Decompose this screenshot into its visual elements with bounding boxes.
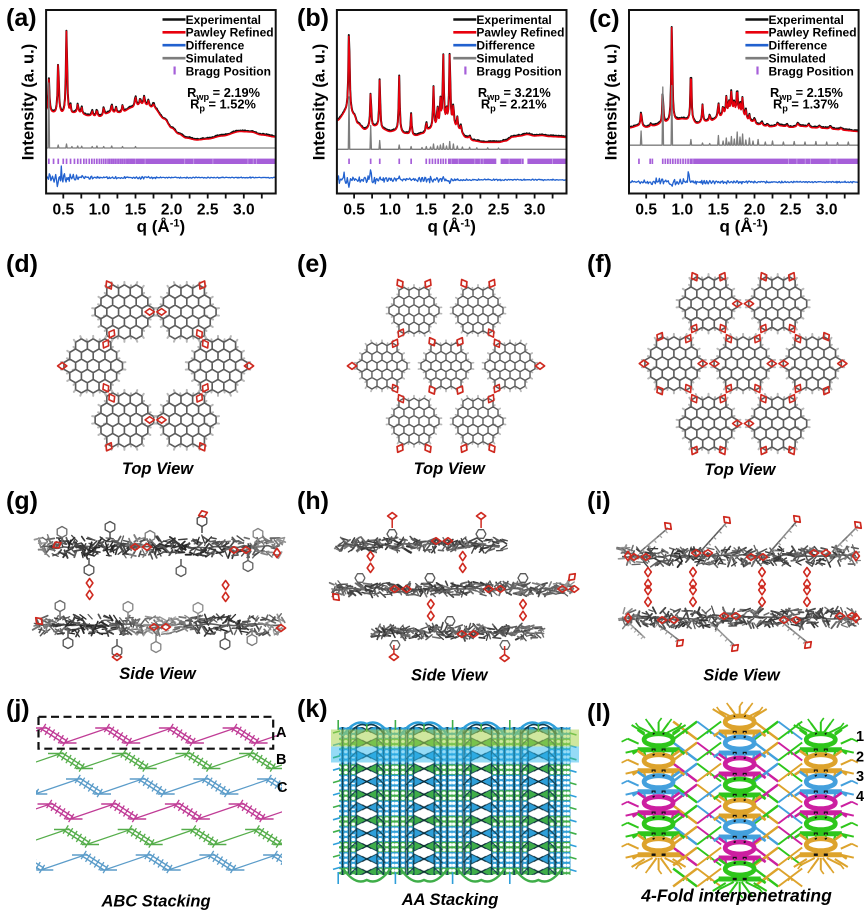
svg-text:Difference: Difference bbox=[769, 39, 828, 53]
svg-text:2: 2 bbox=[856, 750, 864, 766]
svg-text:q (Å-1): q (Å-1) bbox=[720, 217, 769, 236]
svg-text:2.5: 2.5 bbox=[780, 202, 802, 219]
svg-text:0.5: 0.5 bbox=[53, 202, 75, 219]
svg-text:1.5: 1.5 bbox=[708, 202, 730, 219]
svg-text:3.0: 3.0 bbox=[233, 202, 255, 219]
svg-text:0.5: 0.5 bbox=[343, 202, 365, 219]
svg-text:Top View: Top View bbox=[414, 460, 486, 478]
svg-text:Side View: Side View bbox=[703, 667, 781, 685]
svg-text:(d): (d) bbox=[6, 250, 38, 278]
svg-text:2.0: 2.0 bbox=[161, 202, 183, 219]
svg-text:Bragg Position: Bragg Position bbox=[186, 65, 271, 79]
svg-text:Simulated: Simulated bbox=[769, 52, 826, 66]
svg-text:3.0: 3.0 bbox=[524, 202, 546, 219]
svg-text:Experimental: Experimental bbox=[769, 13, 844, 27]
svg-text:(f): (f) bbox=[587, 250, 612, 278]
svg-text:ABC Stacking: ABC Stacking bbox=[100, 893, 210, 910]
svg-text:A: A bbox=[276, 725, 287, 741]
svg-text:1: 1 bbox=[856, 729, 864, 745]
svg-text:0.5: 0.5 bbox=[635, 202, 657, 219]
svg-text:1.5: 1.5 bbox=[125, 202, 147, 219]
svg-text:Experimental: Experimental bbox=[476, 13, 551, 27]
svg-text:Bragg Position: Bragg Position bbox=[769, 65, 854, 79]
svg-text:Pawley Refined: Pawley Refined bbox=[186, 26, 274, 40]
svg-text:Side View: Side View bbox=[411, 667, 489, 685]
svg-text:(g): (g) bbox=[6, 487, 38, 515]
svg-text:Bragg Position: Bragg Position bbox=[476, 65, 561, 79]
svg-text:2.0: 2.0 bbox=[452, 202, 474, 219]
svg-text:(b): (b) bbox=[297, 4, 329, 32]
svg-text:Pawley Refined: Pawley Refined bbox=[476, 26, 564, 40]
svg-text:(i): (i) bbox=[587, 487, 611, 515]
svg-text:1.5: 1.5 bbox=[416, 202, 438, 219]
svg-text:2.0: 2.0 bbox=[744, 202, 766, 219]
svg-text:Pawley Refined: Pawley Refined bbox=[769, 26, 857, 40]
svg-text:q (Å-1): q (Å-1) bbox=[427, 217, 476, 236]
svg-text:Difference: Difference bbox=[186, 39, 245, 53]
svg-text:(a): (a) bbox=[6, 4, 37, 32]
svg-text:Top View: Top View bbox=[122, 460, 194, 478]
svg-text:(j): (j) bbox=[6, 695, 30, 723]
svg-text:(h): (h) bbox=[297, 487, 329, 515]
svg-text:3.0: 3.0 bbox=[816, 202, 838, 219]
svg-text:2.5: 2.5 bbox=[488, 202, 510, 219]
svg-text:Experimental: Experimental bbox=[186, 13, 261, 27]
svg-text:(c): (c) bbox=[589, 5, 620, 33]
svg-text:1.0: 1.0 bbox=[379, 202, 401, 219]
svg-text:C: C bbox=[277, 780, 288, 796]
svg-text:Simulated: Simulated bbox=[476, 52, 533, 66]
svg-text:AA Stacking: AA Stacking bbox=[401, 891, 499, 909]
svg-text:(e): (e) bbox=[297, 250, 328, 278]
svg-text:Simulated: Simulated bbox=[186, 52, 243, 66]
svg-text:Intensity (a. u.): Intensity (a. u.) bbox=[310, 44, 328, 160]
svg-text:4: 4 bbox=[856, 789, 864, 805]
svg-text:B: B bbox=[276, 752, 286, 768]
svg-text:Difference: Difference bbox=[476, 39, 535, 53]
svg-text:1.0: 1.0 bbox=[89, 202, 111, 219]
svg-text:Intensity (a. u.): Intensity (a. u.) bbox=[603, 44, 621, 160]
svg-text:q (Å-1): q (Å-1) bbox=[137, 217, 186, 236]
svg-text:Rp = 2.21%: Rp = 2.21% bbox=[481, 97, 547, 114]
svg-text:2.5: 2.5 bbox=[197, 202, 219, 219]
svg-text:(k): (k) bbox=[297, 695, 328, 723]
svg-text:Rp = 1.37%: Rp = 1.37% bbox=[773, 97, 839, 114]
svg-text:Rp = 1.52%: Rp = 1.52% bbox=[190, 97, 256, 114]
svg-text:1.0: 1.0 bbox=[672, 202, 694, 219]
svg-text:4-Fold interpenetrating: 4-Fold interpenetrating bbox=[640, 886, 832, 906]
svg-text:(l): (l) bbox=[587, 699, 611, 727]
svg-text:Side View: Side View bbox=[119, 665, 197, 683]
svg-text:Top View: Top View bbox=[704, 461, 776, 479]
svg-text:Intensity (a. u.): Intensity (a. u.) bbox=[20, 44, 38, 160]
svg-text:3: 3 bbox=[856, 769, 864, 785]
